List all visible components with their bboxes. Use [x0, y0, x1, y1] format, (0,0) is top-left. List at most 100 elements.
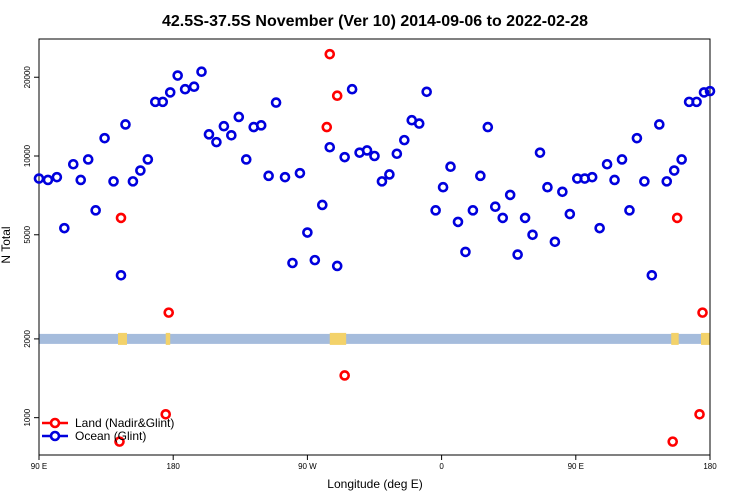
ocean-point	[437, 181, 449, 193]
ocean-point	[413, 118, 425, 129]
ocean-point	[317, 199, 328, 211]
ocean-point	[391, 148, 403, 160]
land-point	[324, 48, 336, 60]
ocean-point	[127, 176, 139, 187]
ocean-point	[108, 176, 119, 187]
data-points	[33, 48, 716, 447]
ocean-point	[302, 227, 313, 238]
ocean-point	[497, 212, 509, 224]
ocean-point	[188, 81, 200, 93]
ocean-point	[399, 134, 410, 146]
ocean-point	[218, 120, 230, 132]
ocean-point	[557, 186, 568, 198]
ocean-point	[294, 167, 306, 179]
y-axis: 1000 2000 5000 10000 20000	[23, 66, 39, 427]
ocean-point	[534, 147, 546, 158]
ocean-point	[196, 66, 207, 77]
ocean-point	[115, 270, 127, 281]
ocean-point	[564, 208, 576, 220]
ocean-point	[59, 222, 70, 234]
ocean-point	[287, 257, 298, 269]
ocean-point	[346, 83, 358, 95]
legend-marker-ocean	[49, 430, 61, 442]
x-tick-label: 180	[167, 462, 181, 471]
ocean-point	[460, 246, 471, 258]
ocean-point	[157, 96, 169, 108]
ocean-point	[67, 158, 79, 170]
ocean-point	[263, 170, 274, 182]
ocean-point	[361, 145, 373, 156]
ocean-point	[279, 171, 291, 183]
ocean-point	[519, 212, 531, 224]
y-tick-label: 2000	[23, 329, 32, 347]
ocean-point	[646, 270, 658, 281]
land-point	[331, 90, 343, 102]
ocean-point	[172, 70, 183, 81]
x-tick-label: 0	[439, 462, 444, 471]
y-tick-label: 5000	[23, 225, 32, 243]
land-point	[115, 212, 127, 224]
ocean-point	[331, 260, 343, 272]
ocean-point	[661, 176, 673, 187]
ocean-point	[676, 154, 687, 165]
ocean-point	[639, 176, 650, 187]
land-mask-segment	[329, 332, 347, 345]
ocean-point	[549, 236, 561, 248]
ocean-point	[452, 216, 464, 228]
y-tick-label: 1000	[23, 408, 32, 426]
ocean-point	[594, 222, 605, 234]
land-point	[321, 121, 333, 133]
ocean-point	[631, 132, 643, 144]
land-mask-segment	[671, 332, 679, 345]
ocean-point	[99, 132, 110, 144]
ocean-point	[421, 86, 432, 98]
legend: Land (Nadir&Glint)Ocean (Glint)	[42, 416, 174, 443]
ocean-point	[82, 154, 94, 165]
land-point	[163, 307, 175, 318]
ocean-point	[240, 154, 252, 165]
legend-marker-land	[49, 417, 61, 429]
ocean-point	[42, 174, 54, 186]
ocean-point	[179, 83, 191, 95]
legend-label-ocean: Ocean (Glint)	[75, 429, 146, 443]
land-mask-segment	[701, 332, 710, 345]
ocean-point	[339, 151, 350, 163]
ocean-point	[512, 249, 523, 260]
land-point	[667, 436, 679, 447]
ocean-point	[527, 229, 538, 241]
ocean-point	[120, 119, 131, 130]
land-mask-segment	[118, 332, 127, 345]
ocean-point	[75, 174, 87, 186]
ocean-point	[309, 254, 321, 266]
land-point	[160, 409, 172, 420]
ocean-point	[542, 181, 553, 193]
ocean-point	[369, 150, 380, 162]
land-point	[697, 307, 708, 318]
legend-label-land: Land (Nadir&Glint)	[75, 416, 174, 430]
ocean-point	[51, 171, 63, 183]
ocean-point	[233, 111, 245, 123]
ocean-point	[475, 170, 486, 182]
chart-title: 42.5S-37.5S November (Ver 10) 2014-09-06…	[162, 13, 588, 30]
ocean-point	[430, 205, 441, 216]
ocean-point	[624, 205, 635, 216]
ocean-point	[467, 205, 479, 216]
x-axis-label: Longitude (deg E)	[327, 477, 422, 491]
ocean-point	[691, 96, 702, 108]
x-axis: 90 E 180 90 W 0 90 E 180	[31, 455, 717, 471]
ocean-mask-band	[39, 333, 710, 344]
ocean-point	[324, 141, 336, 153]
surface-mask-band	[39, 332, 710, 345]
ocean-point	[135, 165, 146, 176]
ocean-point	[489, 201, 501, 213]
ocean-point	[384, 169, 395, 180]
y-tick-label: 20000	[23, 66, 32, 89]
land-point	[671, 212, 683, 224]
ocean-point	[376, 176, 388, 187]
ocean-point	[601, 158, 613, 170]
ocean-point	[609, 174, 620, 186]
land-point	[339, 370, 350, 381]
ocean-point	[211, 136, 222, 148]
